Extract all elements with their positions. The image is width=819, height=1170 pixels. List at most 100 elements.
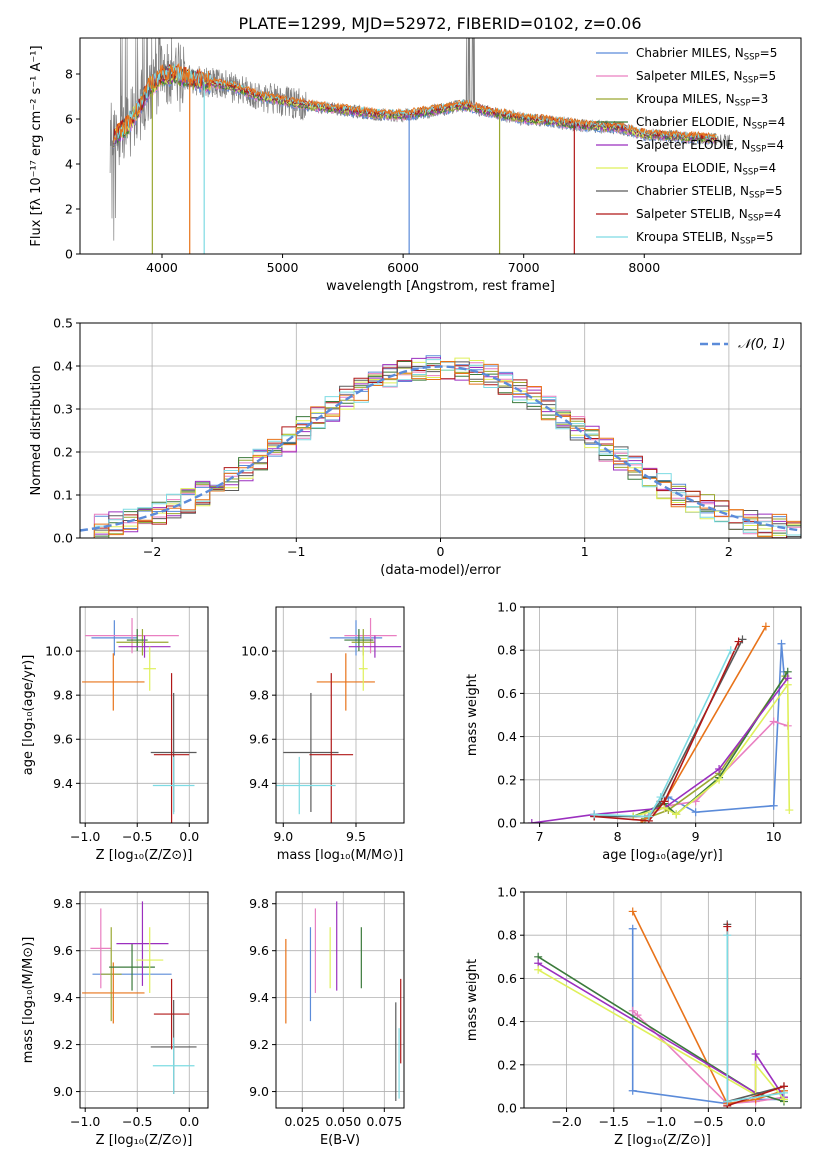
mass-weight-vs-Z-marker [628,1006,637,1015]
age-vs-Z-ytick-label: 9.6 [53,732,73,747]
residuals-ytick-label: 0.1 [53,488,73,503]
mass-weight-vs-age-frame [523,606,802,824]
residuals-histogram [80,361,801,538]
mass-weight-vs-age-marker [734,637,743,646]
mass-weight-vs-Z-marker [628,907,637,916]
spectrum-xtick-label: 8000 [628,260,660,275]
residuals-legend-label: 𝒩(0, 1) [738,337,785,352]
mass-weight-vs-Z-marker [628,924,637,933]
mass-weight-vs-Z-ytick-label: 0.8 [497,928,517,943]
age-vs-mass-ytick-label: 9.4 [249,776,269,791]
spectrum-legend-label: Salpeter STELIB, NSSP=4 [636,207,781,224]
mass-weight-vs-Z-frame [523,891,802,1109]
age-vs-Z-ytick-label: 10.0 [45,644,73,659]
residuals-ytick-label: 0.2 [53,445,73,460]
mass-vs-Z-xtick-label: −0.5 [122,1114,152,1129]
spectrum-legend-label: Kroupa MILES, NSSP=3 [636,92,768,109]
spectrum-legend-label: Kroupa ELODIE, NSSP=4 [636,161,776,178]
age-vs-mass-panel: 9.0 9.5 9.4 9.6 9.8 10.0 mass [log₁₀(M/M⊙)] [241,606,405,863]
age-vs-Z-xtick-label: −0.5 [122,829,152,844]
age-vs-mass-ytick-label: 9.8 [249,688,269,703]
age-vs-Z-panel: −1.0 −0.5 0.0 9.4 9.6 9.8 10.0 Z [log₁₀(Z/Z⊙)] a… [21,606,209,863]
spectrum-model-line [113,63,717,143]
spectrum-legend-label: Chabrier STELIB, NSSP=5 [636,184,783,201]
age-vs-mass-xtick-label: 9.5 [346,829,366,844]
spectrum-ytick-label: 6 [65,112,73,127]
mass-weight-vs-age-ytick-label: 0.8 [497,643,517,658]
mass-weight-vs-age-xtick-label: 8 [614,829,622,844]
spectrum-xtick-label: 4000 [146,260,178,275]
mass-weight-vs-Z-xtick-label: −2.0 [551,1114,581,1129]
spectrum-legend-label: Chabrier MILES, NSSP=5 [636,46,777,63]
mass-weight-vs-age-marker [672,810,681,819]
mass-weight-vs-age-panel: 7 8 9 10 0.0 0.2 0.4 0.6 0.8 1.0 age [log₁₀(age/yr… [465,600,802,863]
age-vs-Z-plot-area [82,618,197,823]
mass-weight-vs-age-ytick-label: 1.0 [497,600,517,615]
age-vs-mass-frame [275,606,405,824]
mass-vs-ebv-xlabel: E(B-V) [320,1133,360,1148]
mass-weight-vs-age-marker [726,646,735,655]
age-vs-Z-ytick-label: 9.8 [53,688,73,703]
mass-vs-Z-panel: −1.0 −0.5 0.0 9.0 9.2 9.4 9.6 9.8 Z [log₁₀(Z/Z⊙)… [21,891,209,1148]
mass-vs-ebv-ytick-label: 9.0 [249,1084,269,1099]
spectrum-legend-label: Chabrier ELODIE, NSSP=4 [636,115,785,132]
figure-title: PLATE=1299, MJD=52972, FIBERID=0102, z=0… [238,14,641,33]
age-vs-mass-xlabel: mass [log₁₀(M/M⊙)] [277,848,404,863]
residuals-xlabel: (data-model)/error [380,563,501,578]
mass-weight-vs-Z-xtick-label: −1.5 [599,1114,629,1129]
spectrum-ytick-label: 0 [65,247,73,262]
mass-weight-vs-age-ytick-label: 0.0 [497,816,517,831]
mass-weight-vs-age-marker [527,819,536,823]
mass-weight-vs-age-marker [761,622,770,631]
mass-weight-vs-Z-marker [628,1086,637,1095]
mass-weight-vs-Z-panel: −2.0 −1.5 −1.0 −0.5 0.0 0.0 0.2 0.4 0.6 0.8 1.0 Z [… [465,885,802,1148]
mass-vs-Z-ytick-label: 9.0 [53,1084,73,1099]
mass-vs-Z-frame [79,891,209,1109]
mass-weight-vs-Z-ytick-label: 0.0 [497,1101,517,1116]
mass-weight-vs-Z-xtick-label: 0.0 [746,1114,766,1129]
age-vs-mass-xtick-label: 9.0 [273,829,293,844]
mass-weight-vs-age-marker [769,801,778,810]
mass-vs-Z-ytick-label: 9.6 [53,943,73,958]
residuals-ytick-label: 0.5 [53,316,73,331]
mass-weight-vs-age-marker [660,797,669,806]
mass-weight-vs-age-marker [777,639,786,648]
mass-weight-vs-Z-marker [723,922,732,931]
mass-weight-vs-age-marker [691,808,700,817]
spectrum-legend-label: Salpeter ELODIE, NSSP=4 [636,138,784,155]
mass-weight-vs-Z-marker [723,931,732,940]
age-vs-Z-frame [79,606,209,824]
spectrum-panel: 4000 5000 6000 7000 8000 0 2 4 6 8 wavelength [Ang… [29,37,802,294]
spectrum-ytick-label: 8 [65,67,73,82]
spectrum-ytick-label: 2 [65,202,73,217]
mass-weight-vs-age-marker [783,680,792,689]
spectrum-ytick-label: 4 [65,157,73,172]
age-vs-mass-ytick-label: 9.6 [249,732,269,747]
mass-weight-vs-age-ytick-label: 0.2 [497,772,517,787]
mass-weight-vs-age-ytick-label: 0.6 [497,686,517,701]
spectrum-plot-area [109,38,732,254]
mass-weight-vs-age-marker [715,765,724,773]
residuals-ytick-label: 0.4 [53,359,73,374]
mass-weight-vs-Z-plot-area [534,907,788,1108]
mass-weight-vs-age-marker [644,812,653,821]
residuals-panel: −2 −1 0 1 2 0.0 0.1 0.2 0.3 0.4 0.5 (data-model)/er… [29,316,802,578]
mass-weight-vs-age-series-line [594,649,732,818]
mass-weight-vs-Z-marker [723,1097,732,1106]
mass-vs-ebv-frame [275,891,405,1109]
mass-weight-vs-age-marker [769,717,778,726]
age-vs-mass-ytick-label: 10.0 [241,644,269,659]
mass-weight-vs-age-marker [715,775,724,784]
mass-weight-vs-Z-xtick-label: −1.0 [646,1114,676,1129]
mass-weight-vs-Z-series-line [537,969,785,1100]
mass-vs-Z-plot-area [82,901,197,1094]
residuals-ytick-label: 0.0 [53,531,73,546]
age-vs-Z-ylabel: age [log₁₀(age/yr)] [21,655,36,776]
spectrum-xlabel: wavelength [Angstrom, rest frame] [326,279,555,294]
mass-vs-Z-ytick-label: 9.8 [53,896,73,911]
residuals-ylabel: Normed distribution [29,366,44,496]
residuals-xtick-label: −2 [143,544,161,559]
residuals-xtick-label: 0 [437,544,445,559]
mass-vs-Z-ytick-label: 9.2 [53,1037,73,1052]
